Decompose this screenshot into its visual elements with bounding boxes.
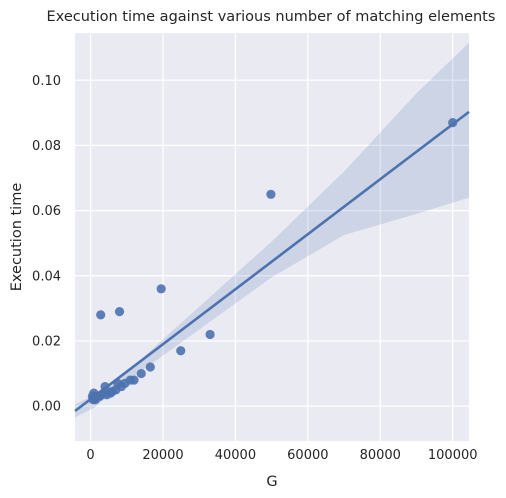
regression-line: [74, 110, 470, 413]
data-point: [205, 329, 215, 340]
y-tick-label: 0.02: [32, 334, 61, 349]
x-tick-label: 40000: [215, 448, 256, 463]
x-tick-label: 0: [86, 448, 94, 463]
y-tick-label: 0.08: [32, 139, 61, 154]
y-tick-label: 0.04: [32, 269, 61, 284]
data-point: [100, 381, 110, 392]
x-axis-label: G: [266, 474, 277, 490]
grid-lines: [75, 33, 469, 441]
data-point: [114, 307, 125, 317]
data-point: [96, 310, 106, 320]
x-tick-label: 80000: [360, 448, 401, 463]
points-layer: [87, 118, 458, 405]
data-point: [176, 346, 186, 356]
y-tick-labels: 0.00 0.02 0.04 0.06 0.08 0.10: [32, 74, 61, 415]
chart-title: Execution time against various number of…: [47, 9, 496, 25]
data-point: [129, 375, 139, 385]
data-point: [448, 118, 458, 128]
regression-line-layer: [74, 110, 470, 413]
x-tick-label: 60000: [287, 448, 328, 463]
y-tick-label: 0.00: [32, 400, 61, 415]
data-point: [145, 362, 155, 372]
y-axis-label: Execution time: [9, 183, 25, 292]
x-tick-label: 100000: [428, 448, 478, 463]
y-tick-label: 0.06: [32, 204, 61, 219]
x-tick-labels: 0 20000 40000 60000 80000 100000: [86, 448, 477, 463]
data-point: [266, 189, 276, 199]
data-point: [156, 284, 166, 294]
y-tick-label: 0.10: [32, 74, 61, 89]
data-point: [136, 368, 146, 379]
x-tick-label: 20000: [142, 448, 183, 463]
